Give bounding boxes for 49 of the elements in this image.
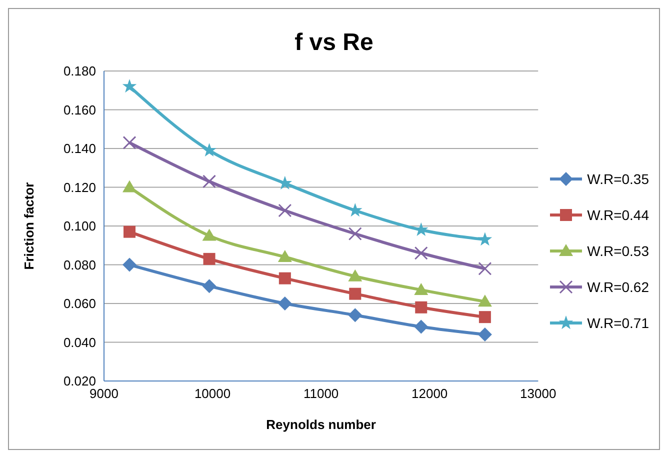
legend-label: W.R=0.53	[587, 243, 649, 259]
y-tick-label: 0.040	[63, 334, 96, 350]
y-tick-label: 0.120	[63, 180, 96, 195]
point	[202, 174, 216, 188]
point	[122, 79, 137, 93]
x-tick-label: 12000	[412, 386, 448, 402]
point	[478, 232, 492, 246]
point	[122, 258, 137, 272]
point	[478, 294, 492, 307]
point	[122, 136, 136, 150]
point	[202, 228, 216, 241]
point	[478, 311, 491, 324]
legend-label: W.R=0.71	[587, 315, 649, 331]
x-tick-label: 13000	[520, 386, 556, 402]
point	[348, 308, 362, 322]
x-tick-label: 11000	[303, 386, 339, 402]
point	[203, 252, 216, 265]
point	[278, 250, 292, 262]
point	[414, 246, 428, 260]
point	[478, 328, 492, 342]
x-tick-label: 10000	[194, 386, 231, 402]
x-tick-label: 9000	[90, 386, 118, 402]
legend-label: W.R=0.44	[587, 207, 649, 223]
point	[414, 282, 428, 295]
point	[348, 269, 362, 282]
y-tick-label: 0.140	[63, 141, 96, 156]
point	[278, 296, 292, 310]
y-axis-title: Friction factor	[22, 182, 37, 270]
chart-title: f vs Re	[294, 29, 374, 58]
y-tick-label: 0.180	[63, 64, 96, 79]
point	[278, 272, 291, 284]
point	[415, 301, 428, 314]
point	[348, 227, 362, 240]
point	[349, 288, 362, 300]
y-tick-label: 0.160	[63, 102, 96, 118]
point	[278, 204, 292, 218]
point	[124, 226, 136, 238]
y-tick-label: 0.020	[63, 374, 96, 389]
point	[202, 279, 216, 294]
point	[414, 320, 428, 334]
x-axis-title: Reynolds number	[266, 417, 376, 432]
y-tick-label: 0.100	[63, 218, 96, 234]
point	[202, 142, 216, 157]
point	[122, 180, 137, 192]
legend-label: W.R=0.35	[587, 171, 649, 187]
y-tick-label: 0.080	[63, 257, 96, 272]
legend-label: W.R=0.62	[587, 279, 649, 295]
point	[478, 262, 492, 276]
y-tick-label: 0.060	[63, 296, 96, 312]
